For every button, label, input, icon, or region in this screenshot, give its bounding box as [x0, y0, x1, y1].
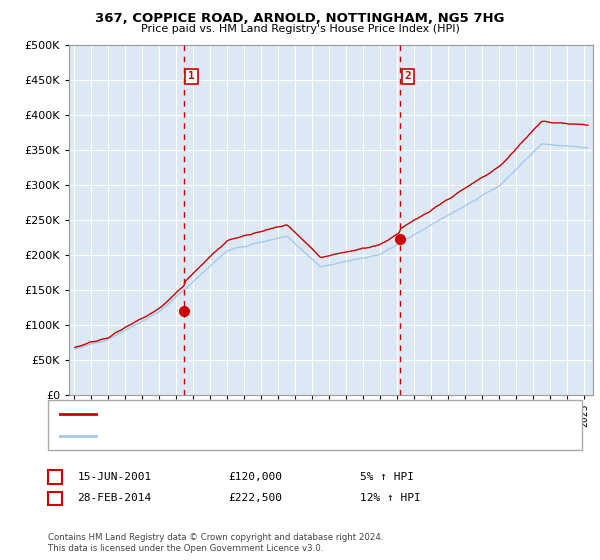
Text: HPI: Average price, detached house, Gedling: HPI: Average price, detached house, Gedl… [102, 431, 335, 441]
Text: 15-JUN-2001: 15-JUN-2001 [77, 472, 152, 482]
Text: Contains HM Land Registry data © Crown copyright and database right 2024.
This d: Contains HM Land Registry data © Crown c… [48, 533, 383, 553]
Text: £120,000: £120,000 [228, 472, 282, 482]
Text: 1: 1 [188, 71, 195, 81]
Text: 2: 2 [52, 493, 59, 503]
Text: 2: 2 [404, 71, 411, 81]
Text: 1: 1 [52, 472, 59, 482]
Text: 367, COPPICE ROAD, ARNOLD, NOTTINGHAM, NG5 7HG: 367, COPPICE ROAD, ARNOLD, NOTTINGHAM, N… [95, 12, 505, 25]
Text: 28-FEB-2014: 28-FEB-2014 [77, 493, 152, 503]
Text: 12% ↑ HPI: 12% ↑ HPI [360, 493, 421, 503]
Text: 367, COPPICE ROAD, ARNOLD, NOTTINGHAM, NG5 7HG (detached house): 367, COPPICE ROAD, ARNOLD, NOTTINGHAM, N… [102, 409, 485, 419]
Text: £222,500: £222,500 [228, 493, 282, 503]
Text: Price paid vs. HM Land Registry's House Price Index (HPI): Price paid vs. HM Land Registry's House … [140, 24, 460, 34]
Text: 5% ↑ HPI: 5% ↑ HPI [360, 472, 414, 482]
